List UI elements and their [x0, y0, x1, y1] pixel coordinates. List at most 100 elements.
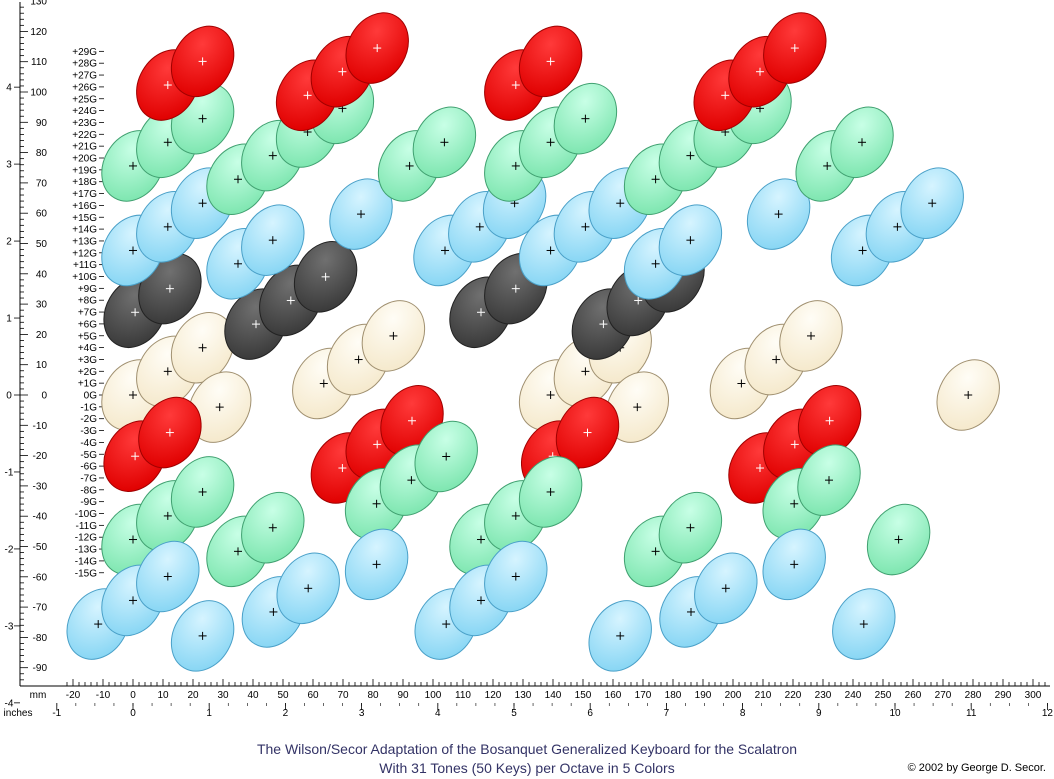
x-mm-tick-label: 180	[665, 690, 682, 701]
y-mm-tick-label: -40	[33, 512, 48, 523]
key-green	[241, 492, 305, 564]
key-green	[866, 503, 931, 576]
x-inch-tick-label: 3	[359, 708, 365, 719]
row-label: -10G	[75, 509, 97, 520]
key-blue	[694, 552, 758, 624]
key-green	[553, 82, 618, 155]
row-label: -6G	[80, 462, 97, 473]
key-blue	[276, 552, 340, 624]
y-inch-tick-label: -1	[5, 467, 14, 478]
y-mm-tick-label: 50	[36, 239, 48, 250]
key-cream	[605, 371, 669, 443]
x-mm-tick-label: 170	[635, 690, 652, 701]
x-inch-tick-label: 2	[283, 708, 289, 719]
row-label: +20G	[72, 154, 97, 165]
x-mm-tick-label: 300	[1025, 690, 1042, 701]
row-label: -13G	[75, 545, 97, 556]
x-inch-tick-label: 7	[664, 708, 670, 719]
row-label: +16G	[72, 201, 97, 212]
x-mm-tick-label: 250	[875, 690, 892, 701]
key-green	[412, 106, 477, 178]
y-mm-tick-label: -90	[33, 663, 48, 674]
x-inch-tick-label: 0	[130, 708, 136, 719]
key-red	[518, 25, 583, 98]
y-mm-tick-label: -30	[33, 481, 48, 492]
x-mm-tick-label: -10	[96, 690, 111, 701]
y-mm-tick-label: 90	[36, 118, 48, 129]
y-mm-tick-label: -70	[33, 603, 48, 614]
x-mm-tick-label: 10	[157, 690, 169, 701]
x-inch-tick-label: 10	[889, 708, 901, 719]
x-mm-tick-label: 50	[277, 690, 289, 701]
x-unit-inches: inches	[4, 708, 33, 719]
y-mm-tick-label: 30	[36, 300, 48, 311]
x-inch-tick-label: 6	[587, 708, 593, 719]
x-mm-tick-label: 130	[515, 690, 532, 701]
row-label: +6G	[78, 319, 97, 330]
y-mm-tick-label: 80	[36, 148, 48, 159]
x-inch-tick-label: 9	[816, 708, 822, 719]
y-mm-tick-label: 120	[30, 27, 47, 38]
key-blue	[170, 600, 235, 672]
row-label: -12G	[75, 533, 97, 544]
row-label: +13G	[72, 236, 97, 247]
key-blue	[344, 528, 409, 601]
key-red	[345, 12, 409, 84]
row-label: +1G	[78, 379, 97, 390]
y-inch-tick-label: 3	[6, 160, 12, 171]
row-label: +15G	[72, 213, 97, 224]
key-blue	[484, 540, 548, 613]
x-mm-tick-label: 80	[367, 690, 379, 701]
row-label: -2G	[80, 414, 97, 425]
x-mm-tick-label: 120	[485, 690, 502, 701]
x-mm-tick-label: 150	[575, 690, 592, 701]
row-label: -8G	[80, 485, 97, 496]
row-label: +5G	[78, 331, 97, 342]
row-label: +29G	[72, 47, 97, 58]
key-red	[170, 25, 235, 98]
x-mm-tick-label: 270	[935, 690, 952, 701]
key-cream	[936, 359, 1000, 431]
key-cream	[170, 312, 235, 384]
key-blue	[658, 204, 723, 276]
x-mm-tick-label: 110	[455, 690, 471, 701]
row-label: +2G	[78, 367, 97, 378]
y-mm-tick-label: 40	[36, 269, 48, 280]
key-red	[797, 385, 862, 457]
x-mm-tick-label: 20	[187, 690, 199, 701]
x-mm-tick-label: 230	[815, 690, 832, 701]
row-label: 0G	[84, 391, 98, 402]
x-unit-mm: mm	[30, 690, 47, 701]
axes-group: -20 -10 0 10 20 30 40 50 60 70 80 90 100 110 120 130 140…	[4, 0, 1054, 719]
x-mm-tick-label: 260	[905, 690, 922, 701]
key-cream	[361, 300, 426, 372]
y-inch-tick-label: 4	[6, 83, 12, 94]
key-blue	[588, 600, 652, 672]
row-label: +25G	[72, 94, 97, 105]
y-mm-tick-label: 130	[30, 0, 47, 8]
x-mm-tick-label: -20	[66, 690, 81, 701]
x-mm-tick-label: 240	[845, 690, 862, 701]
key-green	[414, 420, 478, 493]
row-label: -5G	[80, 450, 97, 461]
key-blue	[832, 588, 896, 660]
row-labels-group: +29G+28G+27G+26G+25G+24G+23G+22G+21G+20G…	[72, 47, 104, 579]
row-label: +21G	[72, 142, 97, 153]
x-mm-tick-label: 90	[397, 690, 409, 701]
x-mm-tick-label: 40	[247, 690, 259, 701]
row-label: +23G	[72, 118, 97, 129]
row-label: -9G	[80, 497, 97, 508]
row-label: +24G	[72, 106, 97, 117]
row-label: +9G	[78, 284, 97, 295]
x-inch-tick-label: 12	[1042, 708, 1054, 719]
y-inch-tick-label: -3	[5, 621, 14, 632]
x-inch-tick-label: 8	[740, 708, 746, 719]
y-mm-tick-label: -80	[33, 633, 48, 644]
row-label: +3G	[78, 355, 97, 366]
y-inch-tick-label: 2	[6, 237, 12, 248]
key-cream	[779, 300, 843, 372]
row-label: +7G	[78, 308, 97, 319]
x-mm-tick-label: 160	[605, 690, 622, 701]
row-label: +11G	[73, 260, 97, 271]
y-inch-tick-label: 0	[6, 391, 12, 402]
